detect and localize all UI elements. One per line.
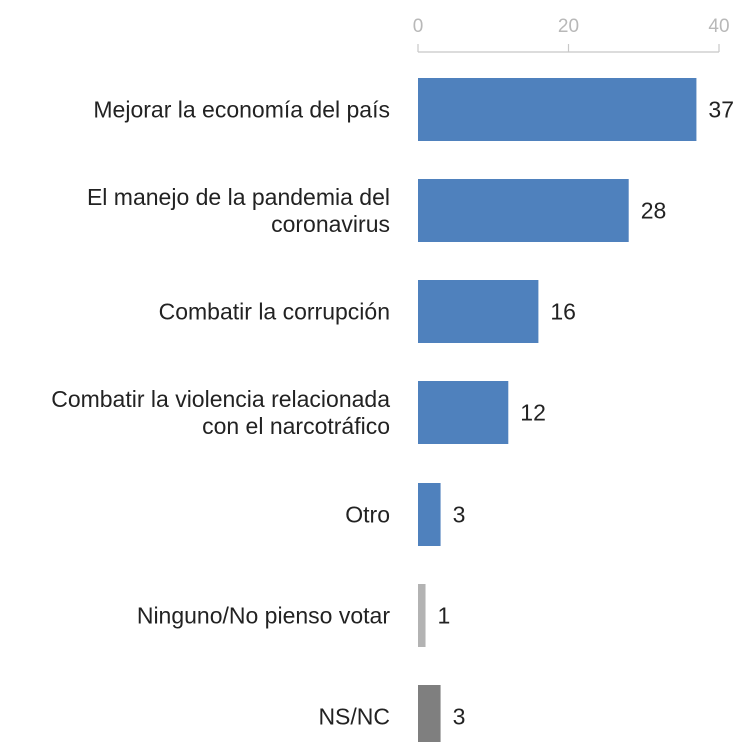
data-label: 3: [453, 502, 466, 528]
data-label: 12: [520, 400, 546, 426]
category-label: El manejo de la pandemia del coronavirus: [87, 184, 390, 237]
bar: [418, 584, 426, 647]
data-label: 16: [550, 299, 576, 325]
category-label: Otro: [345, 502, 390, 528]
data-label: 1: [438, 603, 451, 629]
bar: [418, 179, 629, 242]
bar: [418, 381, 509, 444]
bar: [418, 78, 697, 141]
x-tick-label: 20: [558, 16, 579, 37]
category-labels: Mejorar la economía del país El manejo de…: [51, 97, 390, 730]
category-label: Ninguno/No pienso votar: [137, 603, 390, 629]
category-label: Combatir la violencia relacionada con el …: [51, 386, 390, 439]
data-label: 3: [453, 704, 466, 730]
bars: [418, 78, 697, 742]
data-label: 37: [708, 97, 734, 123]
category-label: NS/NC: [318, 704, 390, 730]
category-label: Combatir la corrupción: [159, 299, 390, 325]
data-label: 28: [641, 198, 667, 224]
x-axis: 0 20 40: [413, 16, 730, 53]
category-label: Mejorar la economía del país: [93, 97, 390, 123]
bar: [418, 280, 539, 343]
x-tick-label: 40: [708, 16, 729, 37]
bar: [418, 483, 441, 546]
x-tick-label: 0: [413, 16, 424, 37]
bar: [418, 685, 441, 742]
value-labels: 37 28 16 12 3 1 3: [438, 97, 734, 730]
